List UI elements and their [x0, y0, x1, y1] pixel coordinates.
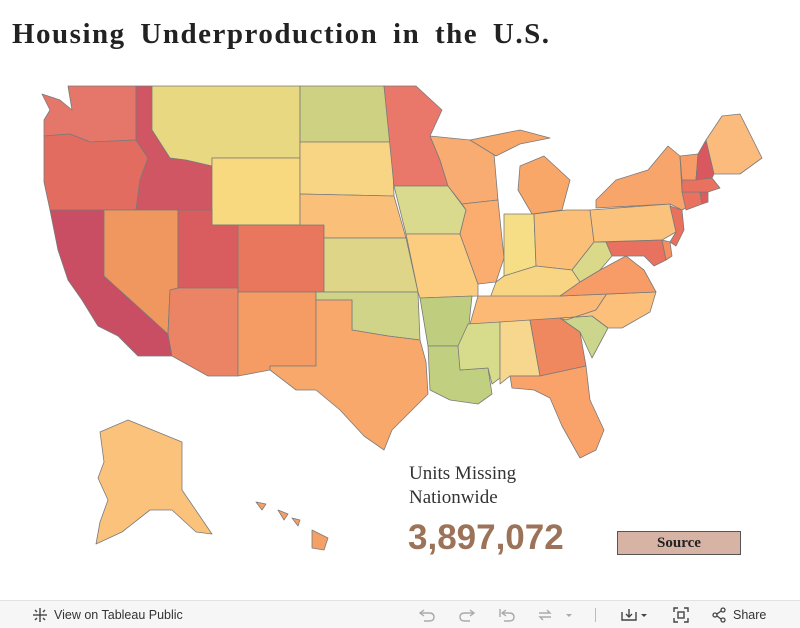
state-in[interactable]	[503, 213, 537, 277]
units-missing-label: Units Missing Nationwide	[409, 462, 569, 510]
revert-icon[interactable]	[498, 601, 516, 628]
state-nd[interactable]	[299, 85, 393, 143]
state-mt[interactable]	[151, 85, 301, 167]
redo-icon[interactable]	[458, 601, 476, 628]
state-wy[interactable]	[211, 157, 301, 226]
units-missing-label-line1: Units Missing	[409, 463, 517, 484]
source-button-label: Source	[657, 534, 701, 551]
state-az[interactable]	[167, 287, 239, 377]
share-icon	[711, 606, 727, 623]
units-missing-value: 3,897,072	[408, 518, 564, 557]
state-ks[interactable]	[323, 237, 419, 293]
state-tx[interactable]	[269, 299, 429, 451]
state-or[interactable]	[43, 133, 149, 211]
fullscreen-icon[interactable]	[672, 601, 690, 628]
state-il[interactable]	[459, 199, 505, 285]
refresh-icon[interactable]	[536, 601, 554, 628]
state-co[interactable]	[237, 224, 325, 293]
tableau-toolbar: View on Tableau Public Share	[0, 600, 800, 628]
state-ga[interactable]	[529, 317, 587, 377]
state-vt[interactable]	[679, 153, 699, 181]
share-button[interactable]: Share	[711, 601, 766, 628]
state-nc[interactable]	[559, 291, 657, 329]
state-mn[interactable]	[383, 85, 449, 187]
state-nm[interactable]	[237, 291, 317, 377]
state-ct[interactable]	[681, 191, 703, 211]
state-me[interactable]	[705, 113, 763, 175]
view-on-tableau-public-link[interactable]: View on Tableau Public	[32, 601, 183, 628]
state-pa[interactable]	[589, 203, 677, 243]
state-wa[interactable]	[41, 85, 137, 143]
view-on-tableau-public-label: View on Tableau Public	[54, 607, 183, 622]
state-de[interactable]	[661, 239, 673, 261]
state-hi[interactable]	[255, 501, 329, 551]
refresh-dropdown-icon[interactable]	[564, 601, 574, 628]
undo-icon[interactable]	[418, 601, 436, 628]
share-label: Share	[733, 607, 767, 622]
units-missing-label-line2: Nationwide	[409, 487, 498, 508]
tableau-logo-icon	[32, 607, 48, 623]
state-mi[interactable]	[469, 129, 571, 215]
download-icon[interactable]	[620, 601, 650, 628]
source-button[interactable]: Source	[617, 531, 741, 555]
toolbar-divider	[595, 608, 596, 622]
state-sd[interactable]	[299, 141, 395, 197]
state-nh[interactable]	[695, 139, 715, 181]
us-map	[41, 85, 763, 551]
state-fl[interactable]	[509, 365, 605, 459]
state-ak[interactable]	[95, 419, 213, 545]
page-title: Housing Underproduction in the U.S.	[12, 18, 551, 50]
